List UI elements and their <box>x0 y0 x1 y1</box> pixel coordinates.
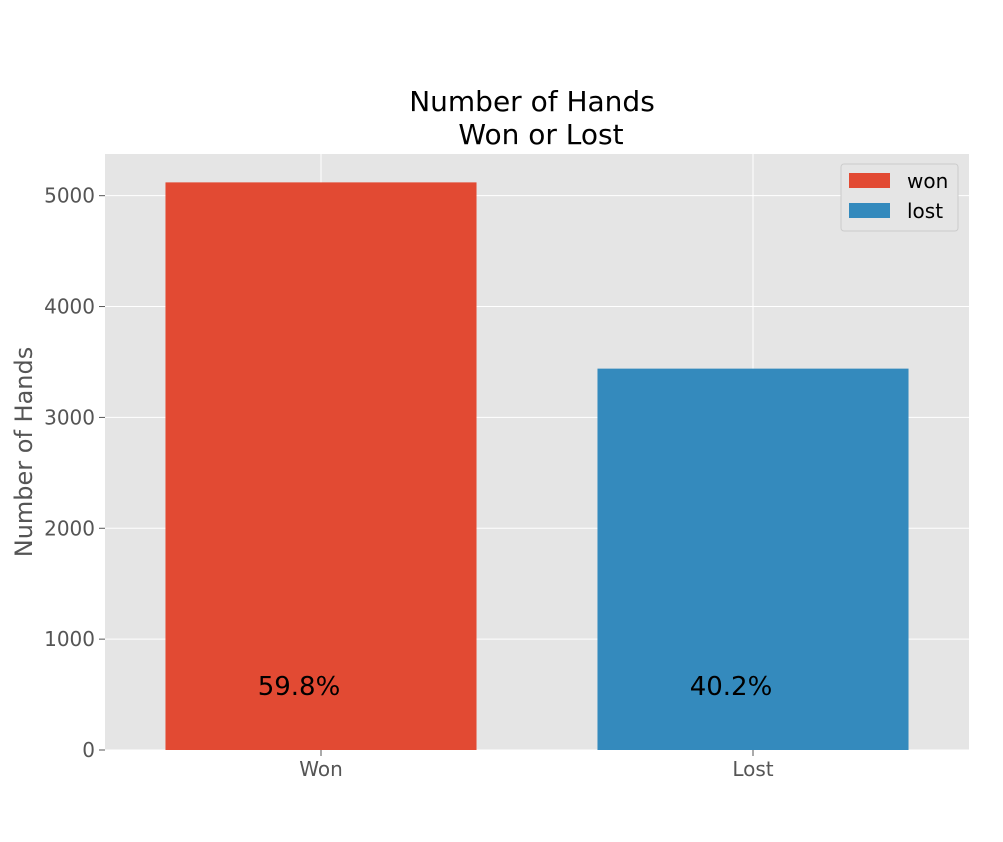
legend-label-lost: lost <box>907 199 943 223</box>
x-axis-ticks: Won Lost <box>299 750 774 781</box>
y-tick-label-4: 4000 <box>44 295 95 319</box>
y-axis-ticks: 0 1000 2000 3000 4000 5000 <box>44 184 105 762</box>
chart-title-line-2: Won or Lost <box>458 118 623 151</box>
y-axis-label: Number of Hands <box>10 347 38 558</box>
legend-label-won: won <box>907 169 948 193</box>
chart-title-line-1: Number of Hands <box>409 85 655 118</box>
legend-swatch-lost <box>849 203 890 218</box>
bars <box>165 182 909 750</box>
y-tick-label-2: 2000 <box>44 516 95 540</box>
bar-label-lost: 40.2% <box>690 672 773 702</box>
x-tick-label-won: Won <box>299 757 343 781</box>
bar-labels: 59.8% 40.2% <box>258 672 773 702</box>
y-tick-label-1: 1000 <box>44 627 95 651</box>
bar-label-won: 59.8% <box>258 672 341 702</box>
y-tick-label-3: 3000 <box>44 405 95 429</box>
y-tick-label-0: 0 <box>82 738 95 762</box>
bar-lost <box>597 368 909 750</box>
x-tick-label-lost: Lost <box>732 757 773 781</box>
bar-won <box>165 182 477 750</box>
legend: won lost <box>840 163 959 232</box>
legend-swatch-won <box>849 173 890 188</box>
y-tick-label-5: 5000 <box>44 184 95 208</box>
